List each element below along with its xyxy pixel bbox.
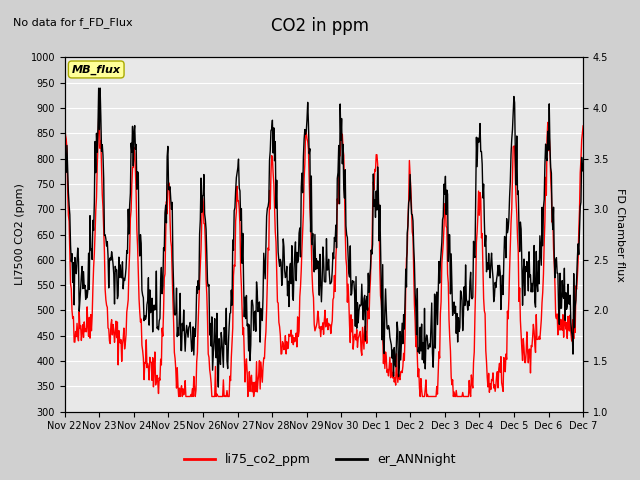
Text: CO2 in ppm: CO2 in ppm — [271, 17, 369, 35]
Y-axis label: LI7500 CO2 (ppm): LI7500 CO2 (ppm) — [15, 184, 25, 286]
Text: No data for f_FD_Flux: No data for f_FD_Flux — [13, 17, 132, 28]
Y-axis label: FD Chamber flux: FD Chamber flux — [615, 188, 625, 281]
Legend: li75_co2_ppm, er_ANNnight: li75_co2_ppm, er_ANNnight — [179, 448, 461, 471]
Text: MB_flux: MB_flux — [72, 64, 121, 74]
